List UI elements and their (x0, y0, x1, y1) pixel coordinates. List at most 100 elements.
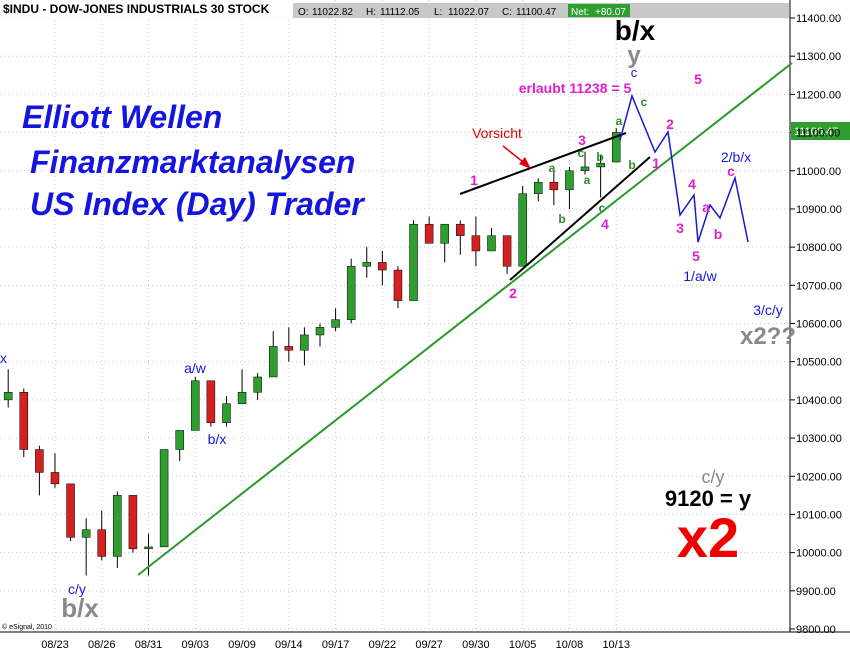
annotation: 3 (676, 220, 684, 236)
annotation: erlaubt 11238 = 5 (519, 80, 632, 96)
candle-body (300, 334, 309, 351)
annotation: a (616, 114, 623, 128)
quote-label: O: (298, 7, 309, 18)
projection-path (619, 93, 749, 243)
y-tick-label: 10100.00 (796, 509, 842, 521)
y-tick-label: 10500.00 (796, 357, 842, 369)
annotation: 4 (601, 216, 609, 232)
quote-value: 11022.07 (448, 7, 489, 18)
y-tick-label: 9800.00 (796, 624, 836, 636)
annotation: 5 (692, 248, 700, 264)
quote-value: 11112.05 (380, 7, 420, 18)
candle-body (565, 170, 574, 191)
x-tick-label: 08/26 (88, 639, 116, 651)
grid (0, 0, 795, 632)
annotation: c (599, 201, 606, 215)
last-price: 11100.47 (794, 126, 838, 138)
net-value: +80.07 (595, 7, 626, 18)
candle-body (549, 181, 559, 191)
y-tick-label: 11200.00 (796, 89, 841, 101)
x-tick-label: 09/30 (462, 639, 490, 651)
header-bg (0, 0, 292, 18)
annotation: b (596, 150, 603, 164)
candle-body (128, 495, 138, 550)
candle-body (362, 262, 372, 267)
annotation: b (628, 158, 635, 172)
quote-value: 11022.82 (312, 7, 353, 18)
candle-body (3, 391, 13, 401)
trend-line (509, 156, 651, 281)
y-tick-label: 10800.00 (796, 242, 842, 254)
net-box (568, 4, 630, 17)
candle-body (175, 430, 184, 450)
candle-body (206, 380, 216, 424)
quote-label: C: (502, 7, 512, 18)
candle-body (518, 193, 527, 267)
annotation: 9120 = y (665, 486, 752, 511)
candle-body (35, 449, 44, 473)
annotation: 4 (688, 176, 696, 192)
candle-body (81, 529, 91, 538)
candle-body (393, 269, 403, 301)
y-tick-label: 11300.00 (796, 51, 841, 63)
x-tick-label: 08/31 (135, 639, 163, 651)
annotation: c (631, 65, 638, 80)
candle-body (191, 380, 200, 431)
x-tick-label: 09/09 (228, 639, 256, 651)
candle-body (611, 132, 621, 163)
y-tick-label: 10200.00 (796, 471, 842, 483)
annotation: 3/c/y (753, 302, 783, 318)
candle-body (456, 223, 465, 236)
annotation: 2 (666, 116, 674, 132)
annotation: 1/a/w (683, 268, 717, 284)
arrow-head (519, 157, 531, 169)
annotation: x2?? (740, 323, 796, 350)
x-tick-label: 09/17 (322, 639, 350, 651)
annotation: 2 (509, 285, 517, 301)
candle-body (440, 223, 449, 244)
candle-body (284, 346, 294, 351)
x-tick-label: 09/03 (182, 639, 210, 651)
x-tick-label: 10/05 (509, 639, 537, 651)
quote-bar (293, 3, 789, 18)
source: © eSignal, 2010 (2, 623, 52, 631)
candle-body (409, 223, 418, 301)
candle-body (378, 262, 387, 271)
y-tick-label: 9900.00 (796, 586, 836, 598)
y-tick-label: 10000.00 (796, 548, 842, 560)
candle-body (534, 181, 543, 194)
annotation: US Index (Day) Trader (30, 186, 365, 222)
annotations: Elliott Wellen Finanzmarktanalysen US Inde… (0, 15, 796, 623)
candle-body (331, 319, 340, 328)
x-tick-label: 08/23 (41, 639, 69, 651)
candle-body (50, 472, 60, 485)
candle-body (346, 265, 356, 320)
candle-body (502, 235, 512, 267)
annotation: y (627, 42, 641, 69)
annotation: b/x (208, 431, 227, 447)
y-tick-label: 10400.00 (796, 395, 842, 407)
quote-label: L: (434, 7, 442, 18)
annotation: b/x (61, 593, 99, 623)
annotation: b (714, 226, 723, 242)
annotation: a/w (184, 360, 207, 376)
chart-title: $INDU - DOW-JONES INDUSTRIALS 30 STOCK (3, 2, 270, 16)
quote-value: 11100.47 (516, 7, 557, 18)
candle-body (253, 376, 262, 393)
candle-body (159, 449, 169, 548)
annotation: Finanzmarktanalysen (30, 144, 355, 180)
x-tick-label: 10/13 (602, 639, 630, 651)
x-tick-label: 09/22 (369, 639, 397, 651)
candle-body (487, 235, 496, 252)
annotation: a (702, 199, 710, 215)
candles (3, 127, 621, 576)
candle-body (580, 166, 590, 171)
x-tick-label: 10/08 (556, 639, 584, 651)
y-tick-label: 10300.00 (796, 433, 842, 445)
annotation: b/x (615, 15, 656, 46)
candle-body (222, 403, 231, 424)
candle-body (268, 346, 278, 378)
annotation: x2 (677, 506, 739, 569)
candle-body (66, 483, 75, 538)
